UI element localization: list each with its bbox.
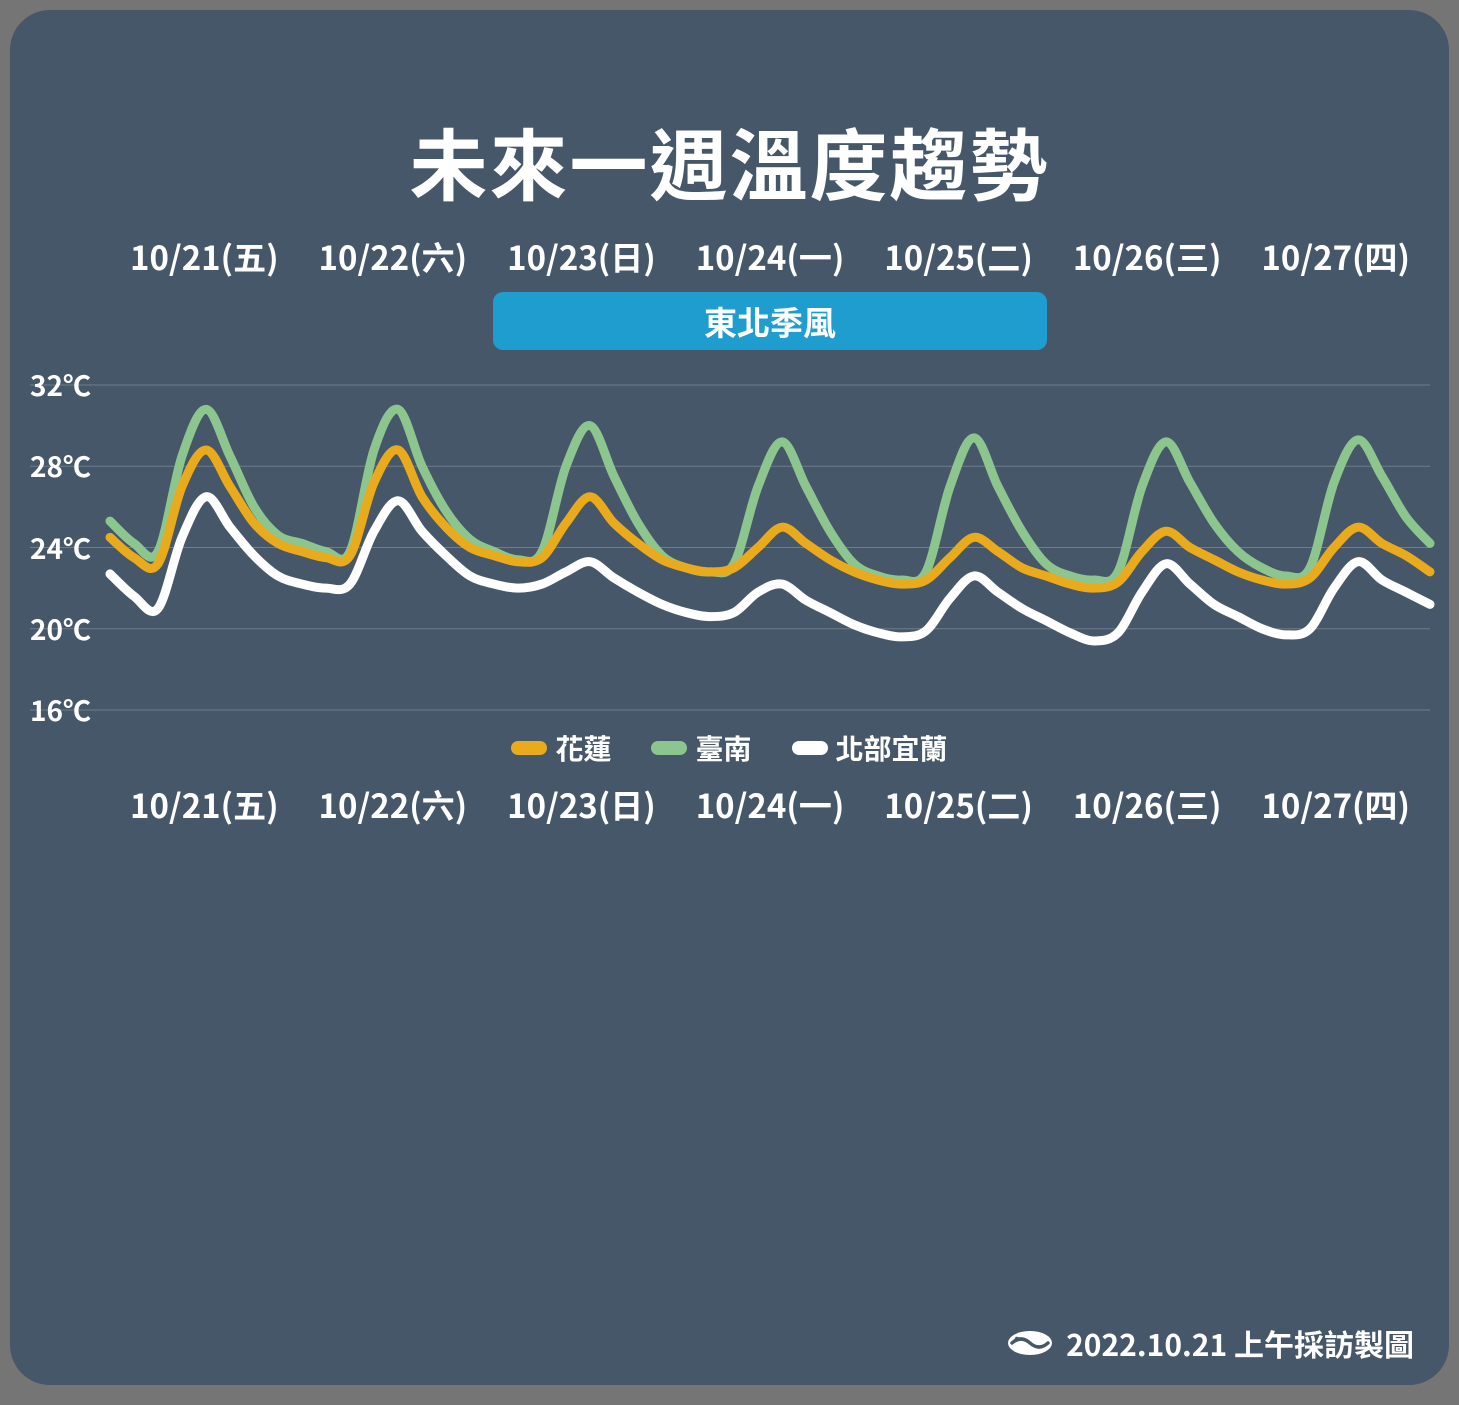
- y-tick-label: 16℃: [30, 690, 91, 730]
- footer: 2022.10.21 上午採訪製圖: [1006, 1321, 1414, 1365]
- legend-label: 臺南: [695, 728, 751, 768]
- y-tick-label: 32℃: [30, 365, 91, 405]
- date-label: 10/22(六): [319, 780, 468, 828]
- date-label: 10/21(五): [130, 780, 279, 828]
- date-label: 10/27(四): [1261, 780, 1410, 828]
- footer-text: 2022.10.21 上午採訪製圖: [1066, 1321, 1414, 1365]
- date-row-bottom: 10/21(五)10/22(六)10/23(日)10/24(一)10/25(二)…: [10, 780, 1449, 820]
- date-label: 10/23(日): [507, 780, 656, 828]
- y-tick-label: 24℃: [30, 528, 91, 568]
- legend-item: 北部宜蘭: [792, 728, 948, 768]
- temperature-chart: [10, 10, 1449, 1385]
- legend-swatch: [511, 741, 547, 755]
- date-label: 10/24(一): [696, 780, 845, 828]
- legend-item: 臺南: [651, 728, 751, 768]
- y-tick-label: 20℃: [30, 609, 91, 649]
- legend-label: 花蓮: [555, 728, 611, 768]
- y-tick-label: 28℃: [30, 446, 91, 486]
- legend-label: 北部宜蘭: [836, 728, 948, 768]
- legend-swatch: [651, 741, 687, 755]
- agency-logo-icon: [1006, 1328, 1054, 1358]
- date-label: 10/26(三): [1073, 780, 1222, 828]
- legend-item: 花蓮: [511, 728, 611, 768]
- weather-card: 未來一週溫度趨勢 10/21(五)10/22(六)10/23(日)10/24(一…: [10, 10, 1449, 1385]
- chart-legend: 花蓮 臺南 北部宜蘭: [10, 728, 1449, 768]
- date-label: 10/25(二): [884, 780, 1033, 828]
- series-line-花蓮: [110, 450, 1430, 588]
- legend-swatch: [792, 741, 828, 755]
